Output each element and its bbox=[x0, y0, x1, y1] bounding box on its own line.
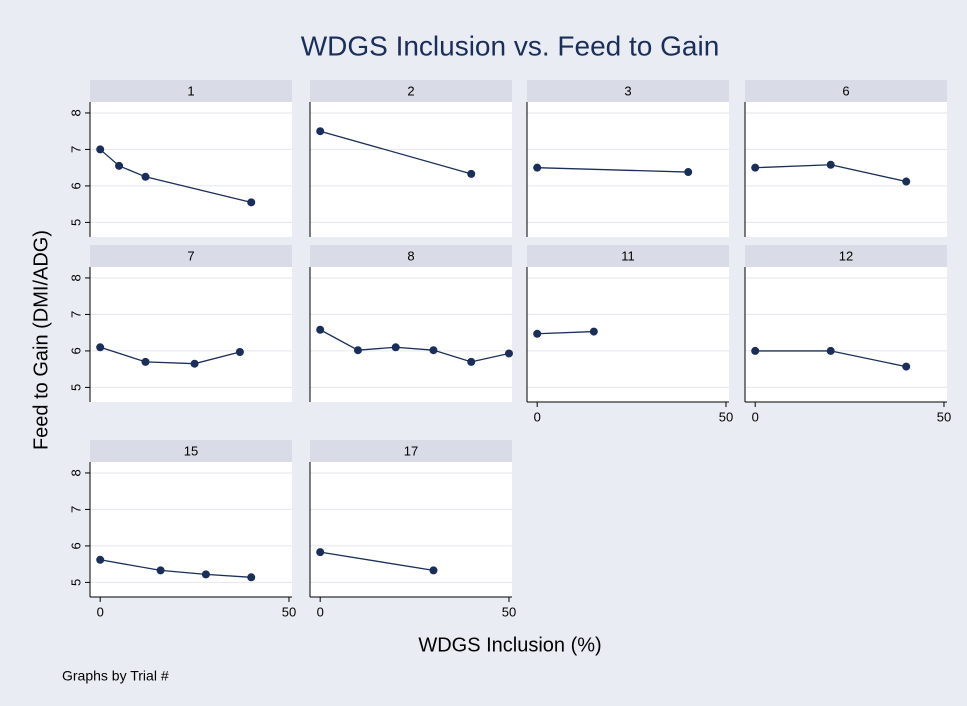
y-tick-label: 6 bbox=[68, 542, 83, 549]
marker bbox=[467, 169, 476, 178]
marker bbox=[316, 548, 325, 557]
y-tick-label: 6 bbox=[68, 347, 83, 354]
note: Graphs by Trial # bbox=[62, 668, 169, 684]
panel-strip bbox=[90, 245, 292, 267]
panel-title: 6 bbox=[842, 83, 849, 98]
panel-title: 1 bbox=[187, 83, 194, 98]
panel-strip bbox=[90, 440, 292, 462]
marker bbox=[902, 177, 911, 186]
marker bbox=[96, 555, 105, 564]
line bbox=[537, 167, 689, 173]
panel-plot bbox=[310, 462, 512, 597]
marker bbox=[467, 357, 476, 366]
marker bbox=[391, 343, 400, 352]
panel-strip bbox=[90, 80, 292, 102]
y-tick-label: 7 bbox=[68, 146, 83, 153]
marker bbox=[684, 168, 693, 177]
line bbox=[99, 148, 252, 203]
y-tick-label: 6 bbox=[68, 182, 83, 189]
y-tick-label: 5 bbox=[68, 219, 83, 226]
marker bbox=[115, 161, 124, 170]
marker bbox=[429, 566, 438, 575]
panel-strip bbox=[745, 80, 947, 102]
x-axis-label: WDGS Inclusion (%) bbox=[418, 634, 601, 656]
y-tick-label: 8 bbox=[68, 469, 83, 476]
x-tick-label: 0 bbox=[534, 409, 541, 424]
panel-plot bbox=[90, 102, 292, 237]
panel-plot bbox=[745, 267, 947, 402]
marker bbox=[751, 163, 760, 172]
line bbox=[319, 329, 510, 363]
x-tick-label: 50 bbox=[282, 604, 296, 619]
line bbox=[320, 130, 472, 175]
x-tick-label: 0 bbox=[97, 604, 104, 619]
panel-title: 17 bbox=[404, 443, 418, 458]
x-tick-label: 50 bbox=[502, 604, 516, 619]
panel-title: 3 bbox=[624, 83, 631, 98]
panel-strip bbox=[527, 245, 729, 267]
marker bbox=[589, 327, 598, 336]
marker bbox=[826, 346, 835, 355]
marker bbox=[533, 163, 542, 172]
panel-plot bbox=[310, 102, 512, 237]
panel-plot bbox=[527, 102, 729, 237]
y-tick-label: 5 bbox=[68, 384, 83, 391]
panel-title: 12 bbox=[839, 248, 853, 263]
marker bbox=[533, 329, 542, 338]
marker bbox=[235, 348, 244, 357]
panel-plot bbox=[90, 267, 292, 402]
marker bbox=[201, 570, 210, 579]
x-tick-label: 0 bbox=[317, 604, 324, 619]
marker bbox=[96, 343, 105, 352]
y-tick-label: 5 bbox=[68, 579, 83, 586]
panel-strip bbox=[310, 440, 512, 462]
marker bbox=[902, 362, 911, 371]
panel-title: 8 bbox=[407, 248, 414, 263]
line bbox=[99, 346, 241, 365]
y-tick-label: 8 bbox=[68, 274, 83, 281]
marker bbox=[141, 357, 150, 366]
marker bbox=[190, 359, 199, 368]
panel-strip bbox=[310, 80, 512, 102]
y-tick-label: 8 bbox=[68, 109, 83, 116]
y-axis-label: Feed to Gain (DMI/ADG) bbox=[30, 230, 52, 450]
marker bbox=[141, 172, 150, 181]
panel-title: 7 bbox=[187, 248, 194, 263]
panel-strip bbox=[310, 245, 512, 267]
marker bbox=[429, 346, 438, 355]
panel-plot bbox=[90, 462, 292, 597]
panel-strip bbox=[745, 245, 947, 267]
line bbox=[537, 330, 594, 335]
marker bbox=[247, 573, 256, 582]
chart-title: WDGS Inclusion vs. Feed to Gain bbox=[301, 30, 720, 61]
x-tick-label: 50 bbox=[719, 409, 733, 424]
y-tick-label: 7 bbox=[68, 506, 83, 513]
marker bbox=[316, 127, 325, 136]
line bbox=[320, 551, 434, 572]
marker bbox=[156, 566, 165, 575]
panel-plot bbox=[310, 267, 512, 402]
y-tick-label: 7 bbox=[68, 311, 83, 318]
line bbox=[100, 559, 252, 578]
panel-title: 2 bbox=[407, 83, 414, 98]
panel-plot bbox=[527, 267, 729, 402]
panel-title: 11 bbox=[621, 248, 635, 263]
marker bbox=[247, 198, 256, 207]
panel-plot bbox=[745, 102, 947, 237]
marker bbox=[96, 145, 105, 154]
x-tick-label: 0 bbox=[752, 409, 759, 424]
panel-strip bbox=[527, 80, 729, 102]
marker bbox=[826, 160, 835, 169]
marker bbox=[316, 325, 325, 334]
marker bbox=[353, 346, 362, 355]
panel-title: 15 bbox=[184, 443, 198, 458]
x-tick-label: 50 bbox=[937, 409, 951, 424]
marker bbox=[504, 349, 513, 358]
marker bbox=[751, 346, 760, 355]
